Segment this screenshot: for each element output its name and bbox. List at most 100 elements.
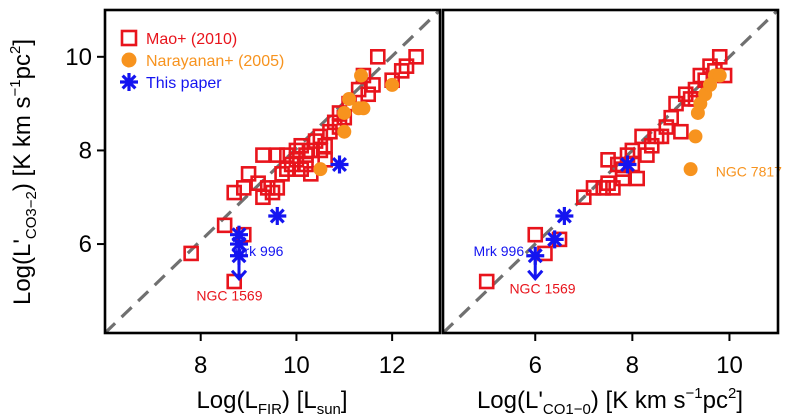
asterisk-stroke	[332, 156, 347, 172]
point-label: NGC 7817	[716, 164, 782, 180]
narayanan-point	[385, 77, 400, 92]
mao-point	[322, 123, 338, 140]
x-axis-title-left: Log(LFIR) [Lsun]	[196, 387, 347, 418]
mao-point	[398, 58, 415, 74]
x-axis-title-right: Log(L'CO1−0) [K km s−1pc2]	[477, 385, 743, 418]
mao-point	[226, 184, 243, 201]
legend: Mao+ (2010) Narayanan+ (2005) This paper	[120, 29, 284, 92]
mao-point	[634, 128, 650, 145]
mao-point	[369, 49, 386, 65]
mao-point	[279, 147, 295, 163]
mao-point	[600, 151, 616, 168]
x-axis-title-right-part: ) [K km s	[591, 387, 686, 414]
mao-point	[288, 151, 305, 168]
mao-point	[288, 142, 305, 159]
y-tick-label: 10	[65, 44, 92, 71]
mao-point	[668, 95, 684, 112]
x-axis-title-left-part: ]	[341, 387, 348, 414]
narayanan-point	[712, 68, 727, 83]
mao-point	[312, 142, 329, 159]
this-paper-point	[555, 206, 574, 225]
legend-label: Narayanan+ (2005)	[146, 53, 284, 70]
panel-left: Mrk 996 NGC 1569 8 10 12 6 8 10	[65, 8, 442, 379]
mao-point	[629, 170, 646, 187]
narayanan-point	[354, 68, 369, 83]
x-axis-title-right-part: CO1−0	[543, 401, 591, 418]
x-axis-title-left-part: Log(L	[196, 387, 257, 414]
mao-point	[269, 180, 286, 196]
mao-point	[235, 180, 252, 196]
x-axis-labels: Log(LFIR) [Lsun] Log(L'CO1−0) [K km s−1pc…	[196, 385, 743, 418]
point-label: NGC 1569	[196, 288, 262, 304]
x-tick-label: 10	[283, 352, 310, 379]
mao-point	[240, 166, 257, 182]
x-tick-label: 6	[529, 352, 542, 379]
mao-point	[307, 133, 324, 149]
mao-point	[653, 128, 670, 145]
narayanan-point	[683, 162, 698, 177]
y-axis-title-part: pc	[9, 54, 36, 79]
mao-point	[216, 217, 233, 234]
this-paper-point	[330, 155, 349, 174]
mao-point	[692, 67, 709, 84]
mao-point	[408, 49, 424, 65]
panel-right: Mrk 996 NGC 1569 NGC 7817 6 8 10	[441, 8, 782, 379]
x-tick-label: 8	[626, 352, 639, 379]
mao-point	[393, 63, 410, 79]
narayanan-point	[342, 91, 357, 106]
mao-point	[527, 226, 544, 243]
narayanan-point	[313, 162, 328, 177]
x-axis-title-left-part: ) [L	[282, 387, 317, 414]
mao-point	[643, 137, 660, 154]
mao-point	[317, 137, 333, 154]
y-tick-label: 8	[79, 137, 92, 164]
asterisk-stroke	[619, 156, 635, 172]
y-axis-title-part: −1	[7, 79, 24, 96]
y-axis-title-part: ]	[9, 39, 36, 46]
mao-point	[673, 123, 689, 140]
mao-point	[293, 137, 310, 154]
point-label: Mrk 996	[233, 243, 284, 259]
upper-limit-arrow-head	[527, 269, 544, 282]
asterisk-stroke	[121, 74, 137, 90]
mao-point	[677, 86, 694, 103]
mao-point	[264, 184, 281, 201]
mao-point	[648, 128, 665, 145]
mao-point	[575, 189, 592, 206]
y-axis-title-part: ) [K km s	[9, 96, 36, 191]
mao-point	[605, 180, 621, 196]
legend-label: This paper	[146, 75, 222, 92]
narayanan-point	[337, 124, 352, 139]
mao-point	[478, 273, 495, 290]
mao-point	[614, 170, 631, 187]
upper-limit-arrow-head	[230, 269, 248, 282]
legend-asterisk-icon	[120, 73, 138, 91]
mao-point	[360, 86, 377, 103]
fit-line	[105, 10, 440, 333]
y-axis-label: Log(L'CO3−2) [K km s−1pc2]	[7, 39, 40, 305]
asterisk-stroke	[547, 231, 563, 247]
plot-frame	[103, 8, 442, 335]
mao-point	[600, 175, 616, 192]
point-label: Mrk 996	[474, 243, 525, 259]
legend-label: Mao+ (2010)	[146, 31, 237, 48]
asterisk-stroke	[231, 236, 247, 252]
y-axis-title: Log(L'CO3−2) [K km s−1pc2]	[7, 39, 40, 305]
narayanan-point	[337, 105, 352, 120]
mao-point	[624, 142, 641, 159]
asterisk-stroke	[269, 208, 285, 224]
mao-point	[595, 180, 612, 196]
plot-frame	[441, 8, 780, 335]
y-axis-title-part: CO3−2	[23, 191, 40, 239]
mao-point	[298, 156, 314, 173]
mao-point	[274, 166, 290, 182]
x-axis-title-left-part: sun	[317, 401, 341, 418]
mao-point	[365, 77, 381, 93]
mao-point	[312, 128, 329, 145]
mao-point	[585, 180, 602, 196]
x-axis-title-right-part: ]	[736, 387, 743, 414]
mao-point	[293, 161, 310, 177]
mao-point	[255, 189, 271, 206]
mao-point	[658, 119, 675, 135]
